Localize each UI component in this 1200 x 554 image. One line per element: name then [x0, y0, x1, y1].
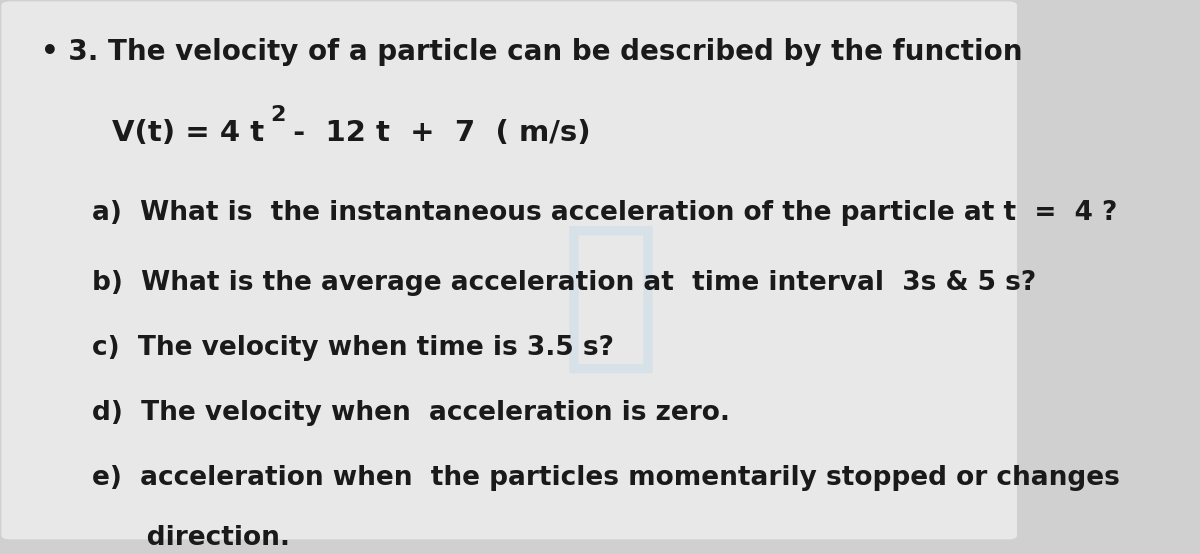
- Text: • 3. The velocity of a particle can be described by the function: • 3. The velocity of a particle can be d…: [41, 38, 1022, 66]
- Text: 2: 2: [270, 105, 286, 125]
- FancyBboxPatch shape: [0, 0, 1019, 541]
- Text: V(t) = 4 t: V(t) = 4 t: [112, 119, 264, 147]
- Text: direction.: direction.: [91, 525, 289, 551]
- Text: d)  The velocity when  acceleration is zero.: d) The velocity when acceleration is zer…: [91, 400, 730, 426]
- Text: -  12 t  +  7  ( m/s): - 12 t + 7 ( m/s): [283, 119, 590, 147]
- Text: 〜: 〜: [562, 216, 661, 379]
- Text: c)  The velocity when time is 3.5 s?: c) The velocity when time is 3.5 s?: [91, 335, 613, 361]
- Text: e)  acceleration when  the particles momentarily stopped or changes: e) acceleration when the particles momen…: [91, 465, 1120, 491]
- Text: a)  What is  the instantaneous acceleration of the particle at t  =  4 ?: a) What is the instantaneous acceleratio…: [91, 200, 1117, 226]
- Text: b)  What is the average acceleration at  time interval  3s & 5 s?: b) What is the average acceleration at t…: [91, 270, 1036, 296]
